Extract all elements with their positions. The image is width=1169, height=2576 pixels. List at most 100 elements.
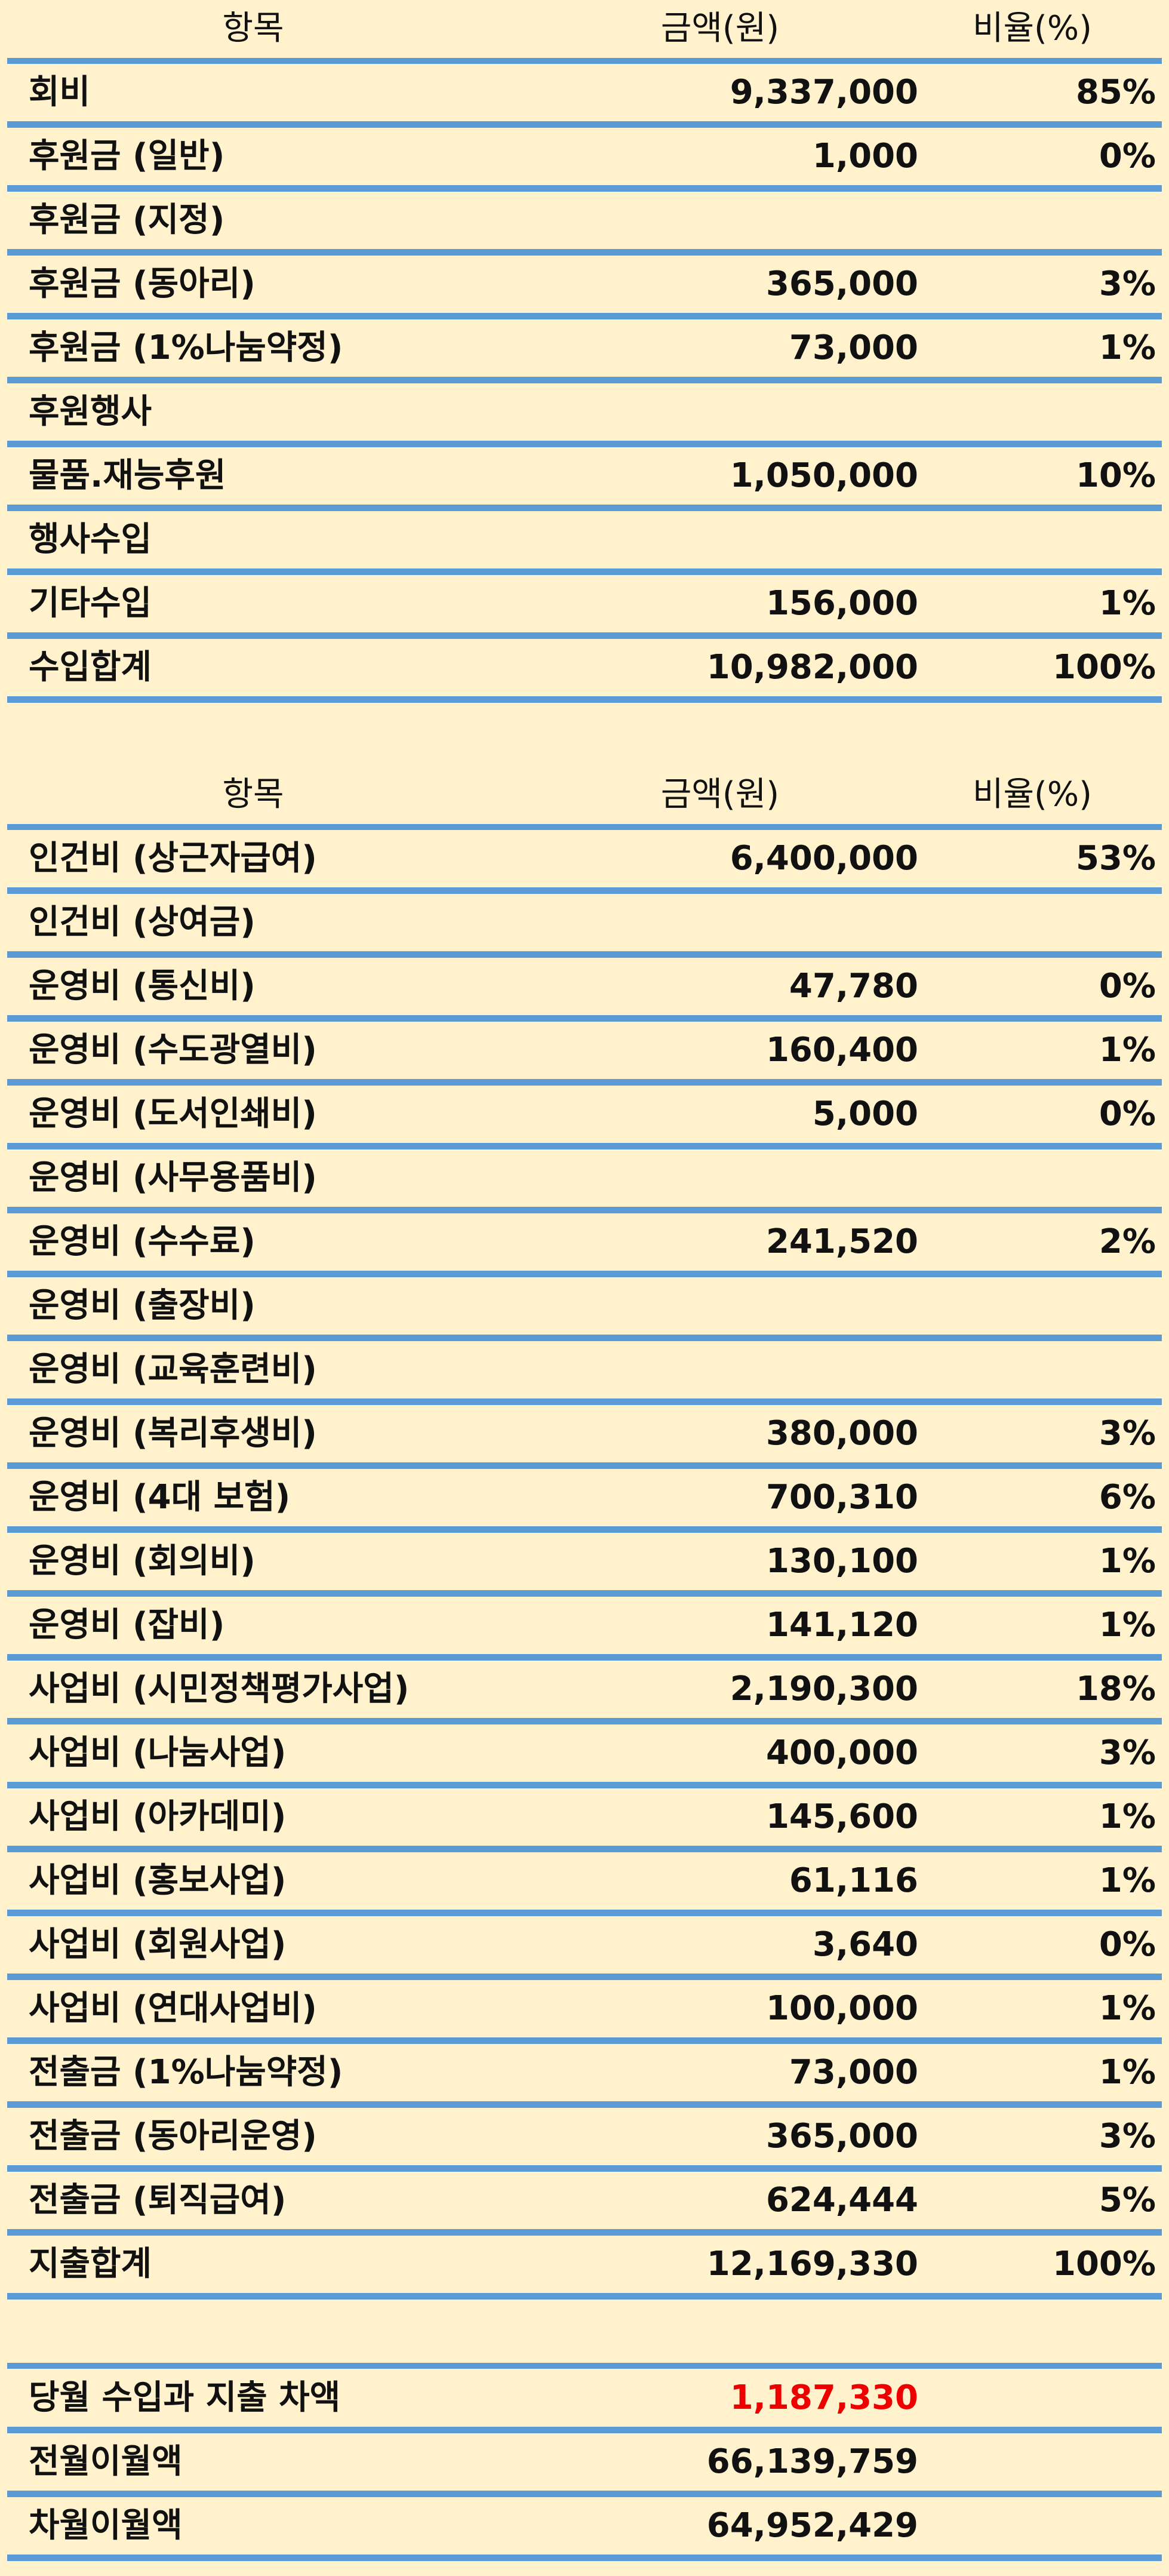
row-amount: 365,000 [765,2117,918,2156]
row-item: 전출금 (동아리운영) [29,2117,317,2156]
row-item: 운영비 (통신비) [29,967,256,1006]
header-ratio: 비율(%) [973,9,1092,48]
row-item: 지출합계 [29,2245,152,2283]
row-ratio: 0% [1099,967,1156,1006]
row-item: 회비 [29,73,91,112]
row-amount: 73,000 [789,328,918,367]
income-row: 후원금 (일반) 1,000 0% [7,128,1162,192]
row-item: 운영비 (수수료) [29,1222,256,1261]
expense-row: 사업비 (나눔사업) 400,000 3% [7,1724,1162,1788]
row-ratio: 1% [1099,1606,1156,1644]
row-amount: 1,050,000 [730,456,918,495]
row-item: 운영비 (회의비) [29,1542,256,1581]
row-amount: 241,520 [765,1222,918,1261]
row-ratio: 53% [1075,839,1156,878]
row-item: 전출금 (1%나눔약정) [29,2053,343,2092]
row-amount: 141,120 [765,1606,918,1644]
row-item: 인건비 (상근자급여) [29,839,317,878]
row-item: 후원금 (동아리) [29,265,256,303]
row-item: 사업비 (회원사업) [29,1925,287,1964]
expense-row: 인건비 (상근자급여) 6,400,000 53% [7,830,1162,894]
header-amount: 금액(원) [660,775,780,814]
row-ratio: 1% [1099,2053,1156,2092]
row-item: 행사수입 [29,520,152,559]
row-item: 운영비 (출장비) [29,1286,256,1325]
row-ratio: 100% [1052,2245,1156,2283]
row-ratio: 1% [1099,1989,1156,2028]
row-ratio: 0% [1099,137,1156,176]
expense-row: 전출금 (퇴직급여) 624,444 5% [7,2172,1162,2236]
row-item: 차월이월액 [29,2506,183,2545]
row-item: 인건비 (상여금) [29,903,256,942]
row-amount: 64,952,429 [706,2506,918,2545]
row-amount: 66,139,759 [706,2442,918,2481]
row-amount: 6,400,000 [730,839,918,878]
row-item: 운영비 (교육훈련비) [29,1350,317,1389]
row-item: 후원금 (1%나눔약정) [29,328,343,367]
row-amount: 100,000 [765,1989,918,2028]
row-amount: 47,780 [789,967,918,1006]
expense-row: 운영비 (수수료) 241,520 2% [7,1213,1162,1277]
row-item: 운영비 (도서인쇄비) [29,1095,317,1133]
row-item: 운영비 (4대 보험) [29,1478,291,1517]
expense-row: 인건비 (상여금) [7,894,1162,958]
header-amount: 금액(원) [660,9,780,48]
row-amount: 12,169,330 [706,2245,918,2283]
row-amount: 2,190,300 [730,1670,918,1708]
next-balance-row: 차월이월액 64,952,429 [7,2497,1162,2561]
expense-row: 전출금 (동아리운영) 365,000 3% [7,2108,1162,2172]
row-amount: 624,444 [765,2181,918,2220]
expense-row: 사업비 (회원사업) 3,640 0% [7,1916,1162,1980]
row-amount: 380,000 [765,1414,918,1453]
row-amount: 700,310 [765,1478,918,1517]
row-ratio: 0% [1099,1925,1156,1964]
row-amount: 365,000 [765,265,918,303]
row-item: 당월 수입과 지출 차액 [29,2378,341,2417]
row-item: 운영비 (잡비) [29,1606,225,1644]
row-amount: 10,982,000 [706,648,918,687]
expense-row: 운영비 (교육훈련비) [7,1341,1162,1405]
expense-row: 운영비 (4대 보험) 700,310 6% [7,1469,1162,1533]
row-ratio: 2% [1099,1222,1156,1261]
row-amount: 400,000 [765,1733,918,1772]
expense-row: 운영비 (회의비) 130,100 1% [7,1533,1162,1597]
income-table-header: 항목 금액(원) 비율(%) [7,0,1162,64]
row-ratio: 1% [1099,1797,1156,1836]
header-item: 항목 [222,775,284,814]
monthly-difference-row: 당월 수입과 지출 차액 1,187,330 [7,2369,1162,2433]
row-item: 전출금 (퇴직급여) [29,2181,287,2220]
expense-row: 사업비 (홍보사업) 61,116 1% [7,1852,1162,1916]
row-ratio: 1% [1099,1861,1156,1900]
row-ratio: 3% [1099,2117,1156,2156]
row-item: 운영비 (수도광열비) [29,1031,317,1069]
expense-row: 사업비 (시민정책평가사업) 2,190,300 18% [7,1661,1162,1724]
row-ratio: 0% [1099,1095,1156,1133]
row-item: 수입합계 [29,648,152,687]
row-ratio: 1% [1099,1542,1156,1581]
row-amount: 5,000 [812,1095,918,1133]
income-total-row: 수입합계 10,982,000 100% [7,639,1162,703]
income-row: 후원금 (동아리) 365,000 3% [7,256,1162,319]
row-ratio: 10% [1075,456,1156,495]
row-amount: 145,600 [765,1797,918,1836]
row-amount: 61,116 [789,1861,918,1900]
income-row: 후원금 (1%나눔약정) 73,000 1% [7,319,1162,383]
expense-row: 사업비 (연대사업비) 100,000 1% [7,1980,1162,2044]
row-item: 사업비 (시민정책평가사업) [29,1670,410,1708]
expense-row: 운영비 (사무용품비) [7,1149,1162,1213]
header-ratio: 비율(%) [973,775,1092,814]
row-ratio: 6% [1099,1478,1156,1517]
summary-top-rule [7,2363,1162,2369]
row-ratio: 1% [1099,584,1156,623]
expense-row: 운영비 (출장비) [7,1277,1162,1341]
row-item: 사업비 (아카데미) [29,1797,287,1836]
row-ratio: 85% [1075,73,1156,112]
row-amount: 156,000 [765,584,918,623]
row-item: 운영비 (사무용품비) [29,1158,317,1197]
row-item: 기타수입 [29,584,152,623]
row-item: 사업비 (연대사업비) [29,1989,317,2028]
row-item: 사업비 (나눔사업) [29,1733,287,1772]
expense-row: 운영비 (수도광열비) 160,400 1% [7,1022,1162,1086]
difference-amount: 1,187,330 [730,2378,918,2417]
row-ratio: 5% [1099,2181,1156,2220]
